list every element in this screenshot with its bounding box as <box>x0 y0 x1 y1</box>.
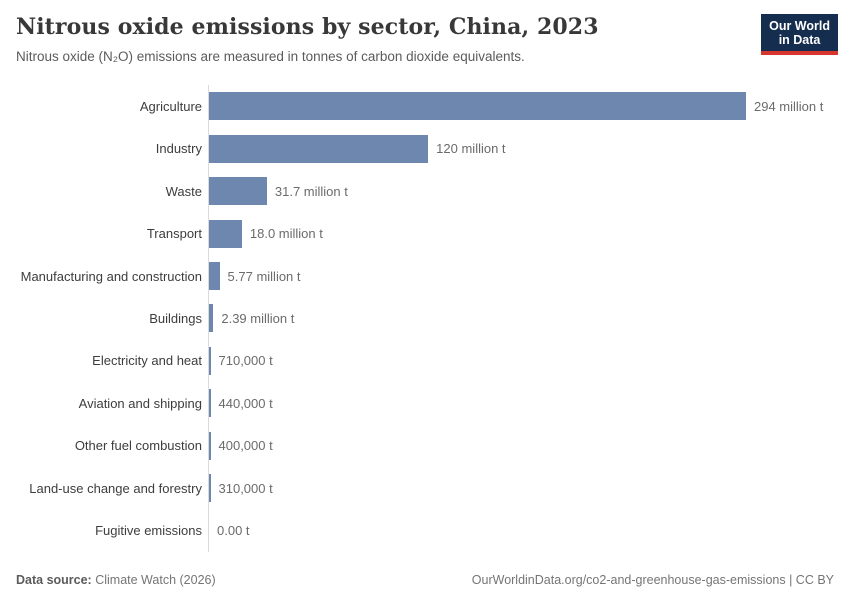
bar-zone: 5.77 million t <box>209 255 850 297</box>
category-label: Buildings <box>149 310 202 326</box>
owid-logo-text-line2: in Data <box>778 33 821 47</box>
bar-zone: 31.7 million t <box>209 170 850 212</box>
category-label: Transport <box>146 226 202 242</box>
value-label: 440,000 t <box>218 395 273 411</box>
bar-row: Land-use change and forestry 310,000 t <box>0 467 850 509</box>
bar-rows: Agriculture 294 million t Industry 120 mill… <box>0 85 850 552</box>
category-label: Fugitive emissions <box>95 523 202 539</box>
bar-row: Electricity and heat 710,000 t <box>0 340 850 382</box>
category-label: Other fuel combustion <box>74 438 202 454</box>
page-title: Nitrous oxide emissions by sector, China… <box>16 14 599 40</box>
bar-row: Fugitive emissions 0.00 t <box>0 510 850 552</box>
category-label: Waste <box>165 183 202 199</box>
bar[interactable] <box>209 346 211 375</box>
bar-row: Transport 18.0 million t <box>0 212 850 254</box>
bar-chart: Agriculture 294 million t Industry 120 mill… <box>0 85 850 552</box>
category-label: Land-use change and forestry <box>29 480 202 496</box>
owid-logo: Our World in Data <box>761 14 838 55</box>
bar-row: Agriculture 294 million t <box>0 85 850 127</box>
bar-row: Buildings 2.39 million t <box>0 297 850 339</box>
bar[interactable] <box>209 431 211 460</box>
category-label: Industry <box>155 141 202 157</box>
bar-zone: 120 million t <box>209 127 850 169</box>
bar-zone: 710,000 t <box>209 340 850 382</box>
category-label: Agriculture <box>139 98 202 114</box>
category-label: Electricity and heat <box>92 353 202 369</box>
chart-footer: Data source: Climate Watch (2026) OurWor… <box>16 573 834 587</box>
value-label: 120 million t <box>436 141 506 157</box>
value-label: 2.39 million t <box>221 310 295 326</box>
bar[interactable] <box>209 304 214 333</box>
bar-zone: 18.0 million t <box>209 212 850 254</box>
chart-header: Nitrous oxide emissions by sector, China… <box>16 14 750 64</box>
bar-zone: 2.39 million t <box>209 297 850 339</box>
bar-row: Industry 120 million t <box>0 127 850 169</box>
value-label: 710,000 t <box>218 353 273 369</box>
value-label: 5.77 million t <box>227 268 301 284</box>
bar-row: Manufacturing and construction 5.77 milli… <box>0 255 850 297</box>
bar-zone: 400,000 t <box>209 425 850 467</box>
bar-row: Other fuel combustion 400,000 t <box>0 425 850 467</box>
bar-zone: 294 million t <box>209 85 850 127</box>
value-label: 400,000 t <box>218 438 273 454</box>
data-source-value: Climate Watch (2026) <box>95 573 216 587</box>
bar[interactable] <box>209 219 242 248</box>
value-label: 0.00 t <box>217 523 250 539</box>
bar-row: Aviation and shipping 440,000 t <box>0 382 850 424</box>
bar-row: Waste 31.7 million t <box>0 170 850 212</box>
bar[interactable] <box>209 92 746 121</box>
bar[interactable] <box>209 134 429 163</box>
attribution-license: OurWorldinData.org/co2-and-greenhouse-ga… <box>471 573 834 587</box>
owid-logo-text-line1: Our World <box>769 19 830 33</box>
y-axis-line <box>208 85 209 552</box>
bar[interactable] <box>209 474 211 503</box>
chart-subtitle: Nitrous oxide (N₂O) emissions are measur… <box>16 49 525 64</box>
data-source-label: Data source: <box>16 573 92 587</box>
bar-zone: 0.00 t <box>209 510 850 552</box>
bar[interactable] <box>209 262 220 291</box>
value-label: 294 million t <box>754 98 824 114</box>
bar[interactable] <box>209 389 211 418</box>
value-label: 18.0 million t <box>249 226 323 242</box>
bar[interactable] <box>209 177 267 206</box>
category-label: Manufacturing and construction <box>20 268 202 284</box>
data-source: Data source: Climate Watch (2026) <box>16 573 216 587</box>
category-label: Aviation and shipping <box>78 395 202 411</box>
value-label: 31.7 million t <box>274 183 348 199</box>
bar-zone: 440,000 t <box>209 382 850 424</box>
value-label: 310,000 t <box>218 480 273 496</box>
bar-zone: 310,000 t <box>209 467 850 509</box>
